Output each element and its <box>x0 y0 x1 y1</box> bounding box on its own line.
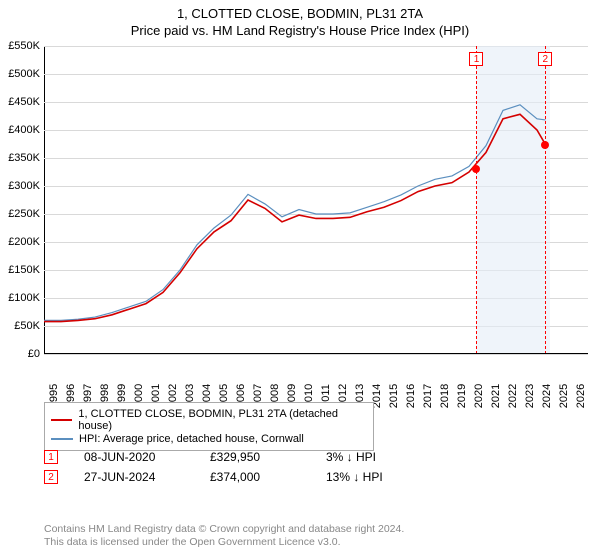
x-tick-label: 2016 <box>405 384 417 408</box>
y-tick-label: £300K <box>2 180 40 192</box>
y-tick-label: £450K <box>2 96 40 108</box>
event-line <box>545 46 546 354</box>
footer-line2: This data is licensed under the Open Gov… <box>44 536 404 550</box>
y-tick-label: £0 <box>2 348 40 360</box>
sale-row-2: 2 27-JUN-2024 £374,000 13% ↓ HPI <box>44 470 436 484</box>
sale-date-2: 27-JUN-2024 <box>84 470 184 484</box>
event-line <box>476 46 477 354</box>
chart-subtitle: Price paid vs. HM Land Registry's House … <box>0 23 600 38</box>
sale-row-1: 1 08-JUN-2020 £329,950 3% ↓ HPI <box>44 450 436 464</box>
y-tick-label: £150K <box>2 264 40 276</box>
legend-item-property: 1, CLOTTED CLOSE, BODMIN, PL31 2TA (deta… <box>51 408 367 432</box>
sale-marker-2: 2 <box>44 470 58 484</box>
x-tick-label: 2015 <box>388 384 400 408</box>
sales-list: 1 08-JUN-2020 £329,950 3% ↓ HPI 2 27-JUN… <box>44 444 436 490</box>
event-marker-num: 1 <box>469 52 483 66</box>
x-tick-label: 2020 <box>473 384 485 408</box>
x-tick-label: 2018 <box>439 384 451 408</box>
x-tick-label: 2017 <box>422 384 434 408</box>
sale-price-1: £329,950 <box>210 450 300 464</box>
chart-title: 1, CLOTTED CLOSE, BODMIN, PL31 2TA <box>0 6 600 21</box>
series-property <box>44 114 546 321</box>
footer-line1: Contains HM Land Registry data © Crown c… <box>44 523 404 537</box>
sale-pct-2: 13% ↓ HPI <box>326 470 436 484</box>
x-tick-label: 2019 <box>456 384 468 408</box>
sale-point-marker <box>541 141 549 149</box>
y-tick-label: £200K <box>2 236 40 248</box>
y-tick-label: £50K <box>2 320 40 332</box>
x-tick-label: 2021 <box>490 384 502 408</box>
x-tick-label: 2026 <box>575 384 587 408</box>
x-tick-label: 2025 <box>558 384 570 408</box>
legend-swatch-property <box>51 419 72 421</box>
chart-header: 1, CLOTTED CLOSE, BODMIN, PL31 2TA Price… <box>0 0 600 40</box>
legend-swatch-hpi <box>51 438 73 440</box>
x-tick-label: 2024 <box>541 384 553 408</box>
legend-label-property: 1, CLOTTED CLOSE, BODMIN, PL31 2TA (deta… <box>78 408 367 432</box>
gridline <box>44 354 588 355</box>
x-tick-label: 2022 <box>507 384 519 408</box>
line-series <box>44 46 588 354</box>
x-axis: 1995199619971998199920002001200220032004… <box>44 358 588 398</box>
y-tick-label: £500K <box>2 68 40 80</box>
x-tick-label: 2023 <box>524 384 536 408</box>
sale-date-1: 08-JUN-2020 <box>84 450 184 464</box>
y-tick-label: £350K <box>2 152 40 164</box>
y-tick-label: £250K <box>2 208 40 220</box>
event-marker-num: 2 <box>538 52 552 66</box>
sale-pct-1: 3% ↓ HPI <box>326 450 436 464</box>
chart-area: £0 £50K £100K £150K £200K £250K £300K £350K £400… <box>0 40 600 400</box>
y-tick-label: £100K <box>2 292 40 304</box>
y-tick-label: £550K <box>2 40 40 52</box>
y-tick-label: £400K <box>2 124 40 136</box>
plot-area: 12 <box>44 46 588 354</box>
sale-marker-1: 1 <box>44 450 58 464</box>
sale-point-marker <box>472 165 480 173</box>
series-hpi <box>44 105 546 321</box>
footer: Contains HM Land Registry data © Crown c… <box>44 523 404 550</box>
sale-price-2: £374,000 <box>210 470 300 484</box>
